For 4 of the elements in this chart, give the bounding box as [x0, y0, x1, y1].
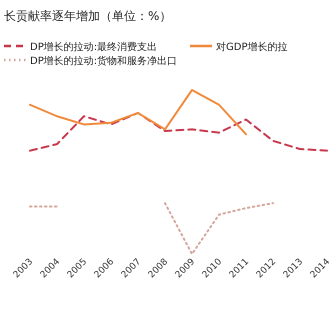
legend-label: 对GDP增长的拉: [216, 41, 288, 53]
legend-label: DP增长的拉动:最终消费支出: [30, 41, 158, 53]
legend-label: DP增长的拉动:货物和服务净出口: [30, 55, 178, 67]
chart-title: 长贡献率逐年增加（单位：%）: [4, 9, 172, 23]
